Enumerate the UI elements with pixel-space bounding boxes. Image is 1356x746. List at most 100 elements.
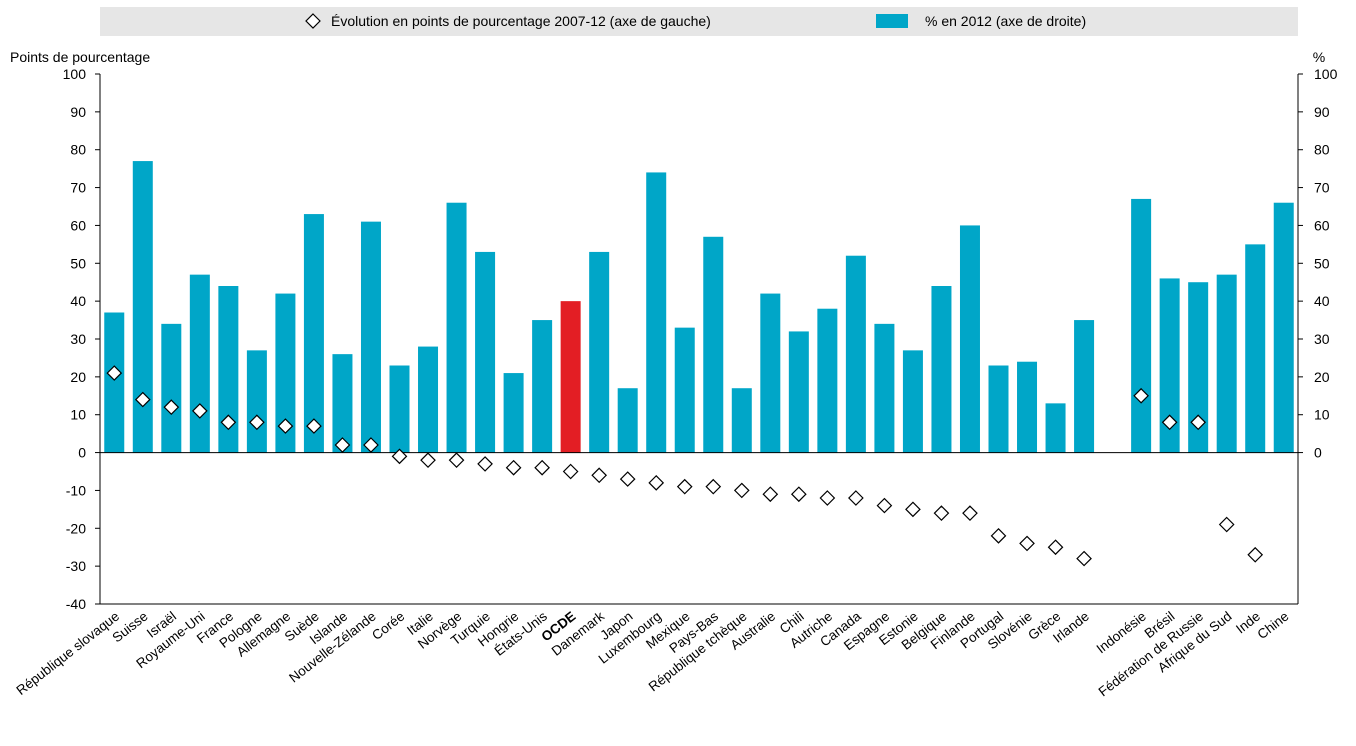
bar [446,202,467,453]
bar [161,323,182,453]
diamond-point [619,471,636,487]
diamond-point [905,501,921,518]
bar [303,214,324,453]
bar [189,274,210,453]
right-tick-label: 30 [1314,331,1330,347]
bar-series [104,161,1294,453]
bar [959,225,980,453]
bar [560,301,581,453]
diamond-point [1076,550,1092,567]
bar [646,172,667,453]
diamond-point [249,414,265,431]
diamond-point [848,490,864,506]
bar [845,255,866,453]
diamond-point [1161,414,1178,431]
diamond-point [163,399,180,415]
diamond-point [1047,539,1064,556]
diamond-point [762,486,779,503]
diamond-point [562,463,579,480]
left-tick-label: 100 [63,66,87,82]
right-tick-label: 90 [1314,104,1330,120]
left-tick-label: 80 [70,142,86,158]
bar [104,312,125,453]
bar [988,365,1009,453]
x-tick-label: Indonésie [1094,609,1149,657]
bar [132,161,153,453]
bar [874,323,895,453]
legend-bar-swatch [876,14,908,28]
diamond-point [1190,414,1207,431]
x-tick-label: Chine [1255,609,1292,643]
diamond-point [477,456,493,472]
bar [760,293,781,453]
diamond-point [363,437,379,453]
legend-diamond-icon [305,13,321,29]
plot-frame [99,74,1299,605]
bar [931,286,952,453]
right-tick-label: 70 [1314,180,1330,196]
left-tick-label: -40 [66,596,86,612]
diamond-point [1218,516,1235,533]
diamond-point [933,505,950,521]
bar [503,373,524,453]
left-tick-label: 90 [70,104,86,120]
left-tick-label: 50 [70,255,86,271]
diamond-point [448,452,465,468]
diamond-point [277,418,294,434]
diamond-point [790,486,807,503]
bar [218,286,239,453]
right-tick-label: 0 [1314,445,1322,461]
bar [389,365,410,453]
right-tick-label: 100 [1314,66,1338,82]
left-tick-label: 60 [70,217,86,233]
diamond-point [106,365,123,381]
diamond-point [420,452,436,468]
bar [332,354,353,453]
left-tick-label: -30 [66,558,86,574]
diamond-point [733,482,750,499]
diamond-point [391,448,408,465]
right-tick-label: 40 [1314,293,1330,309]
diamond-point [591,467,608,484]
diamond-point [1019,535,1035,552]
diamond-point [990,528,1007,544]
right-tick-label: 50 [1314,255,1330,271]
bar [418,346,439,453]
bar [246,350,267,453]
left-tick-label: 40 [70,293,86,309]
diamond-point [705,478,722,495]
bar [1159,278,1180,453]
bar [1017,361,1038,453]
bar [1045,403,1066,453]
x-tick-label: Corée [369,609,407,643]
right-tick-label: 80 [1314,142,1330,158]
bar [589,251,610,453]
bar [1245,244,1266,453]
left-tick-label: -20 [66,520,86,536]
bar [731,388,752,453]
diamond-point [1247,546,1264,563]
x-tick-label: République slovaque [13,609,122,698]
bar [1188,282,1209,453]
diamond-point [648,475,665,491]
diamond-point [876,497,893,514]
diamond-point [191,403,208,419]
bar [532,320,553,453]
left-axis-title: Points de pourcentage [10,49,150,65]
right-axis-title: % [1313,49,1325,65]
bar [902,350,923,453]
bar [1131,198,1152,453]
right-tick-label: 10 [1314,407,1330,423]
legend-background [100,7,1298,36]
x-axis-labels: République slovaqueSuisseIsraëlRoyaume-U… [13,608,1291,699]
bar [1074,320,1095,453]
diamond-point [819,490,836,506]
left-tick-label: 10 [70,407,86,423]
left-tick-label: 30 [70,331,86,347]
diamond-series [106,365,1264,567]
left-tick-label: 70 [70,180,86,196]
bar [1273,202,1294,453]
